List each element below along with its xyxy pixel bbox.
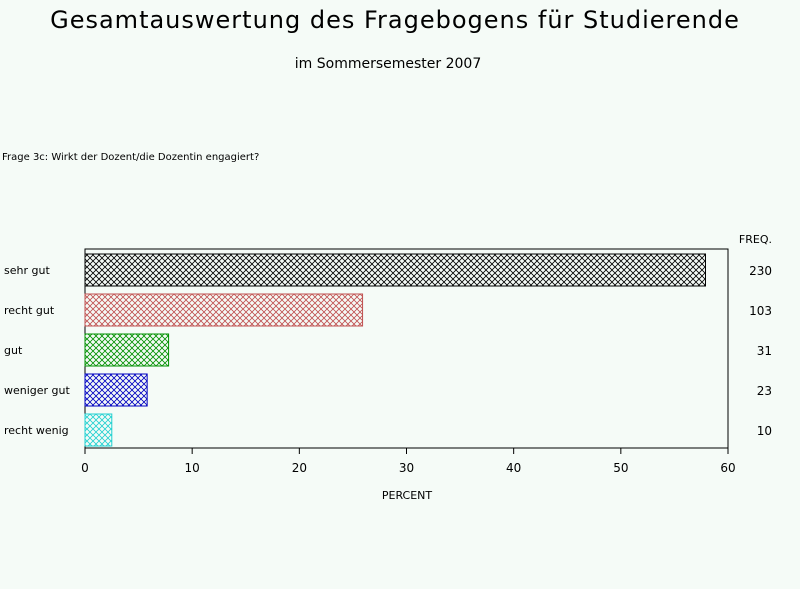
freq-header: FREQ. <box>739 233 772 246</box>
freq-value-3: 23 <box>757 384 772 398</box>
bars-group <box>84 253 706 447</box>
bar-2 <box>84 333 170 367</box>
x-tick-label-2: 20 <box>292 461 307 475</box>
bar-3 <box>84 373 148 407</box>
x-tick-label-6: 60 <box>720 461 735 475</box>
freq-value-4: 10 <box>757 424 772 438</box>
category-labels: sehr gut recht gut gut weniger gut recht wen… <box>4 264 71 437</box>
category-label-3: weniger gut <box>4 384 71 397</box>
freq-value-0: 230 <box>749 264 772 278</box>
question-text: Frage 3c: Wirkt der Dozent/die Dozentin … <box>2 152 259 163</box>
chart-subtitle: im Sommersemester 2007 <box>295 56 481 72</box>
category-label-4: recht wenig <box>4 424 69 437</box>
x-tick-label-5: 50 <box>613 461 628 475</box>
x-axis-label: PERCENT <box>382 489 433 502</box>
freq-value-2: 31 <box>757 344 772 358</box>
bar-1 <box>84 293 364 327</box>
x-tick-label-3: 30 <box>399 461 414 475</box>
category-label-1: recht gut <box>4 304 55 317</box>
bar-4 <box>84 413 113 447</box>
freq-value-1: 103 <box>749 304 772 318</box>
x-axis: 0 10 20 30 40 50 60 <box>81 448 736 475</box>
chart-title: Gesamtauswertung des Fragebogens für Stu… <box>50 6 740 34</box>
category-label-0: sehr gut <box>4 264 50 277</box>
category-label-2: gut <box>4 344 23 357</box>
x-tick-label-1: 10 <box>185 461 200 475</box>
x-tick-label-0: 0 <box>81 461 89 475</box>
bar-0 <box>84 253 706 287</box>
x-tick-label-4: 40 <box>506 461 521 475</box>
freq-labels: 230 103 31 23 10 <box>749 264 772 438</box>
